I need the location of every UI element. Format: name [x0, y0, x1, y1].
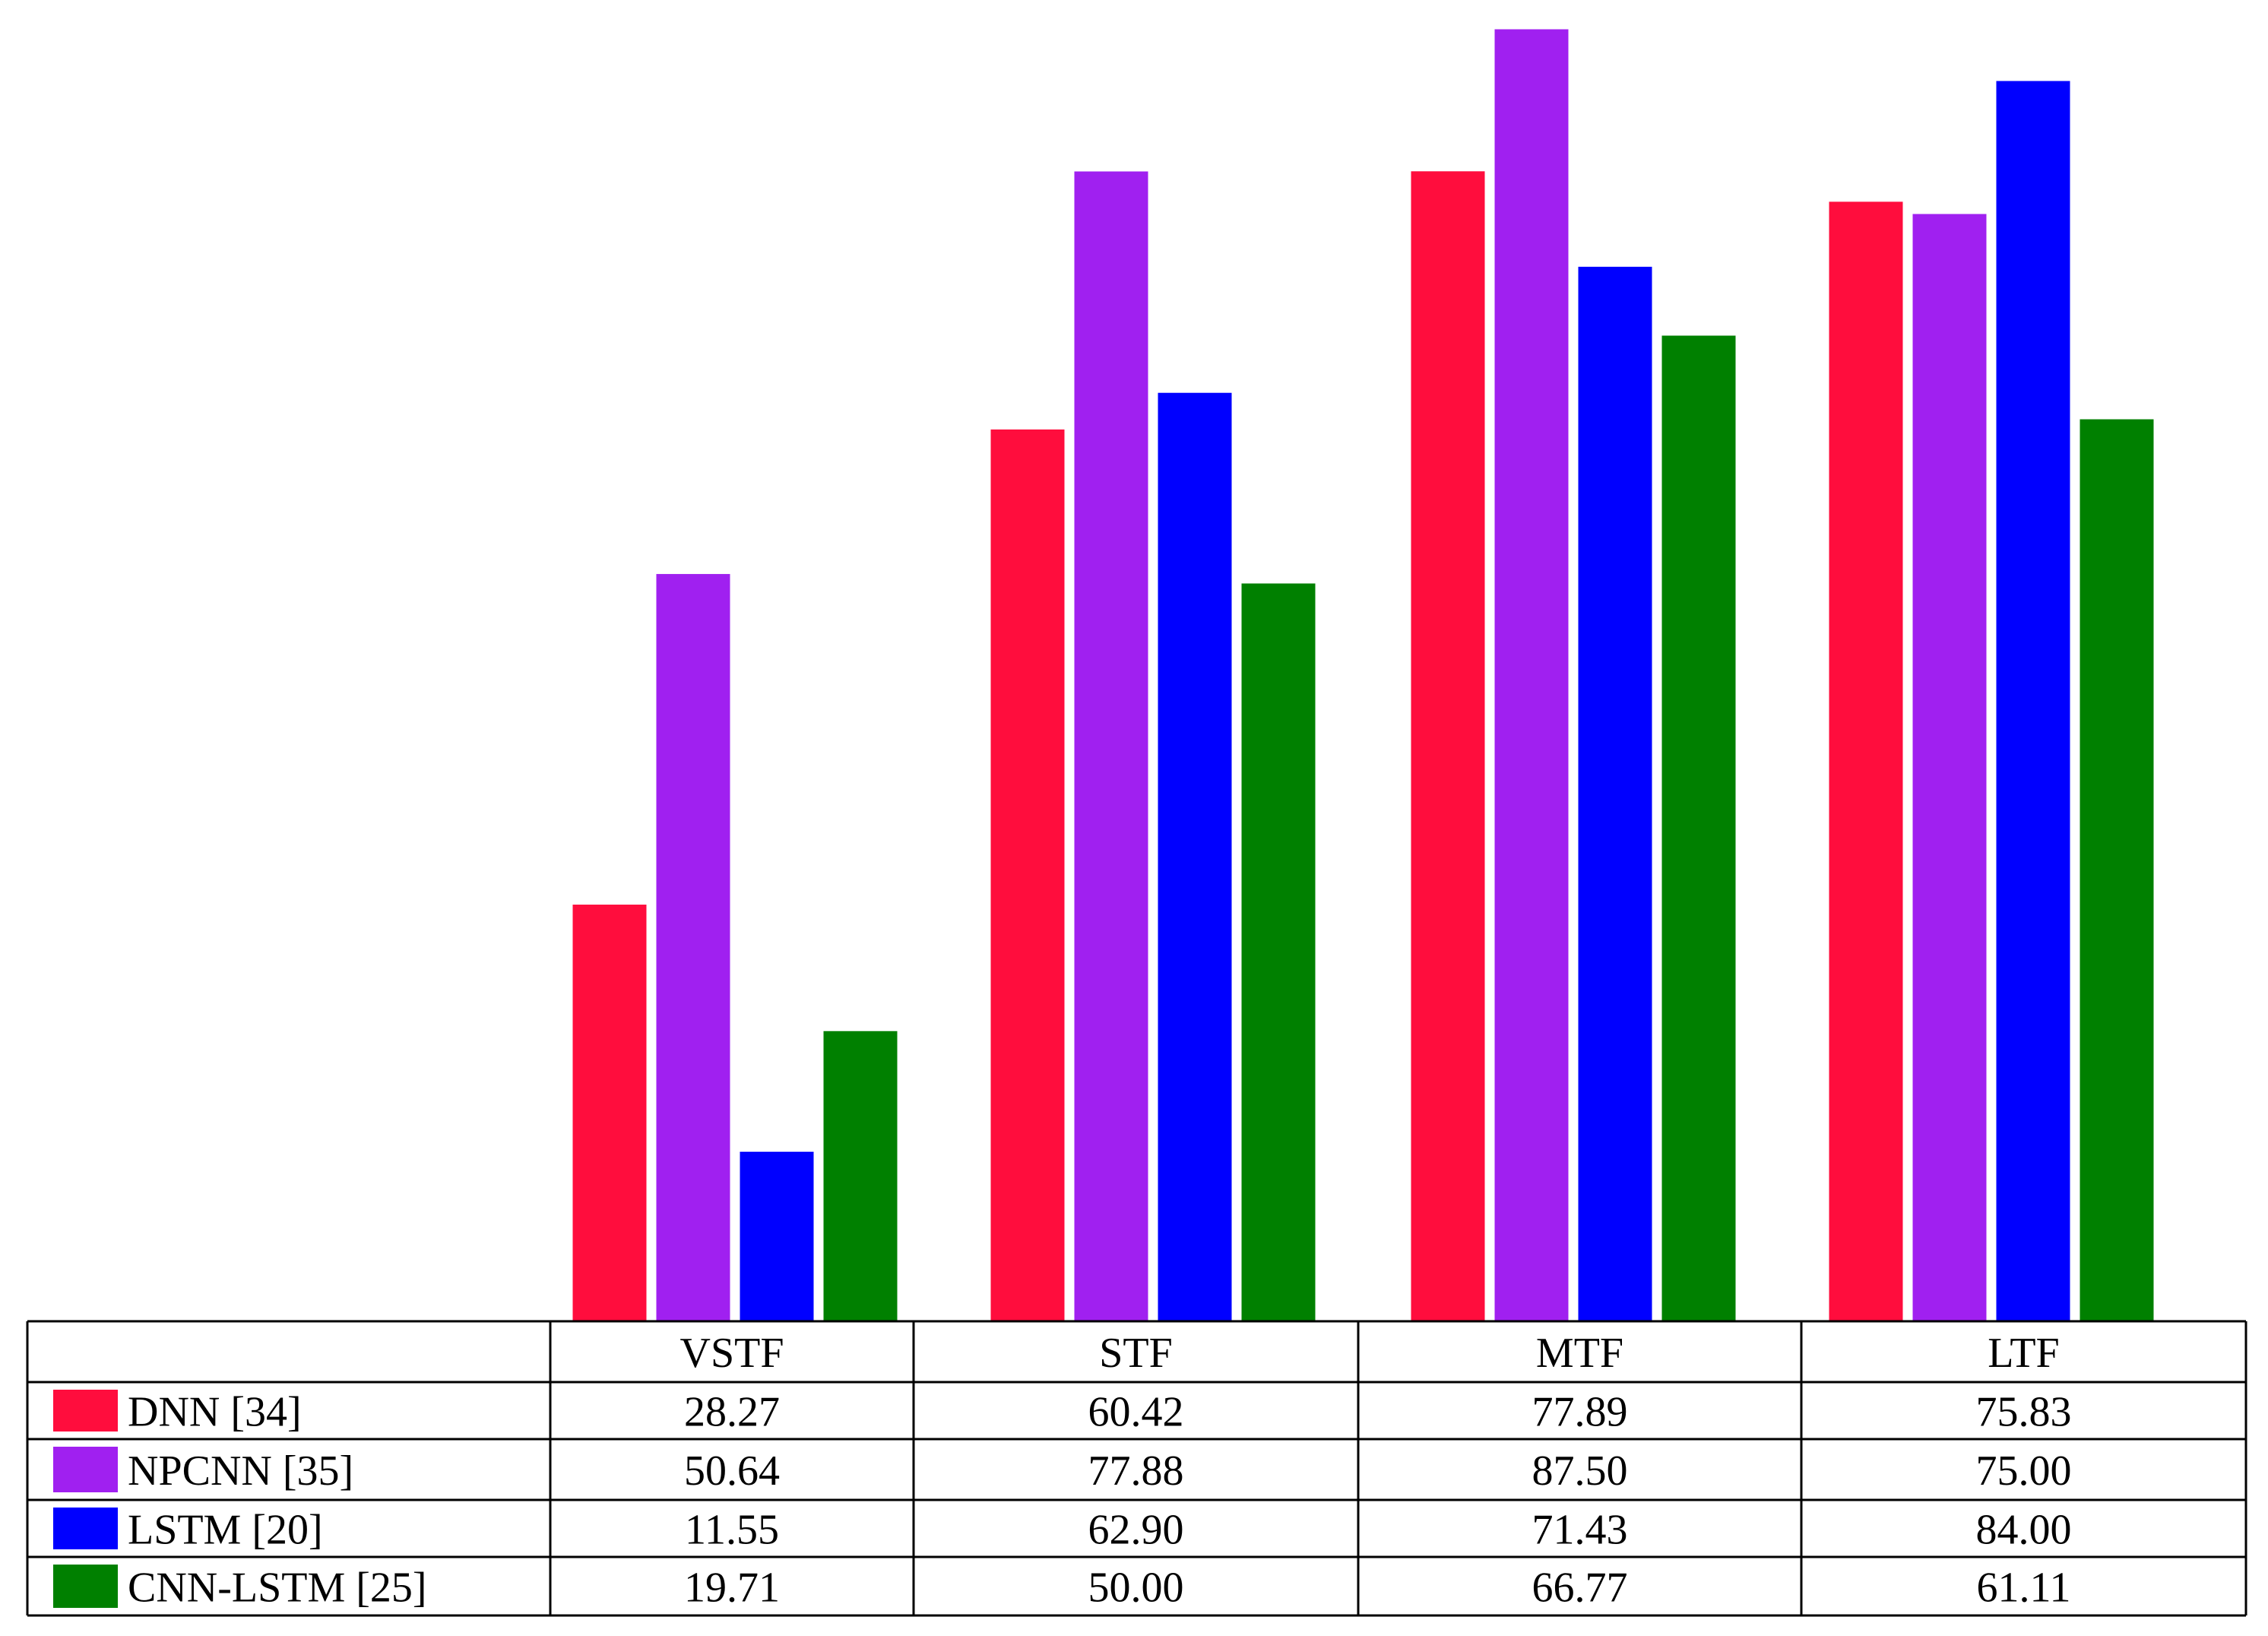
- data-label-dnn-34-stf: 60.42: [1088, 1389, 1184, 1436]
- bar-npcnn-35-stf: [1072, 169, 1151, 1323]
- data-label-cnn-lstm-25-stf: 50.00: [1088, 1565, 1184, 1612]
- data-label-lstm-20-stf: 62.90: [1088, 1507, 1184, 1554]
- bar-npcnn-35-vstf: [654, 572, 733, 1323]
- tick-label-ltf: LTF: [1988, 1330, 2059, 1377]
- bar-lstm-20-mtf: [1576, 264, 1655, 1323]
- data-label-cnn-lstm-25-vstf: 19.71: [684, 1565, 780, 1612]
- bars-group: [570, 27, 2156, 1323]
- data-label-npcnn-35-vstf: 50.64: [684, 1447, 780, 1495]
- bar-lstm-20-vstf: [737, 1149, 816, 1323]
- legend-swatch-npcnn-35: [53, 1447, 118, 1492]
- bar-lstm-20-stf: [1155, 390, 1234, 1323]
- data-table: VSTF STF MTF LTF DNN [34] 28.27 60.42 77.89 75.8…: [26, 1320, 2247, 1617]
- legend-label-cnn-lstm-25: CNN-LSTM [25]: [128, 1565, 427, 1612]
- data-label-dnn-34-mtf: 77.89: [1532, 1389, 1628, 1436]
- bar-lstm-20-ltf: [1994, 78, 2073, 1323]
- data-label-lstm-20-vstf: 11.55: [685, 1507, 779, 1554]
- legend-swatch-lstm-20: [53, 1508, 118, 1549]
- bar-cnn-lstm-25-stf: [1239, 581, 1318, 1323]
- data-label-cnn-lstm-25-ltf: 61.11: [1977, 1565, 2071, 1612]
- data-label-npcnn-35-mtf: 87.50: [1532, 1447, 1628, 1495]
- bar-dnn-34-stf: [988, 426, 1067, 1323]
- data-label-lstm-20-mtf: 71.43: [1532, 1507, 1628, 1554]
- bar-cnn-lstm-25-ltf: [2077, 417, 2156, 1323]
- legend-label-lstm-20: LSTM [20]: [128, 1507, 323, 1554]
- bar-cnn-lstm-25-mtf: [1659, 333, 1738, 1323]
- data-label-cnn-lstm-25-mtf: 66.77: [1532, 1565, 1628, 1612]
- legend-swatch-dnn-34: [53, 1390, 118, 1432]
- legend-swatch-cnn-lstm-25: [53, 1565, 118, 1608]
- tick-label-mtf: MTF: [1536, 1330, 1623, 1377]
- bar-npcnn-35-mtf: [1492, 27, 1571, 1323]
- legend-label-npcnn-35: NPCNN [35]: [128, 1447, 353, 1495]
- bar-dnn-34-ltf: [1826, 199, 1905, 1323]
- legend-label-dnn-34: DNN [34]: [128, 1389, 302, 1436]
- data-label-npcnn-35-stf: 77.88: [1088, 1447, 1184, 1495]
- data-label-dnn-34-vstf: 28.27: [684, 1389, 780, 1436]
- data-label-npcnn-35-ltf: 75.00: [1976, 1447, 2072, 1495]
- tick-label-vstf: VSTF: [680, 1330, 784, 1377]
- bar-npcnn-35-ltf: [1910, 211, 1989, 1323]
- data-label-dnn-34-ltf: 75.83: [1976, 1389, 2072, 1436]
- data-label-lstm-20-ltf: 84.00: [1976, 1507, 2072, 1554]
- bar-cnn-lstm-25-vstf: [821, 1029, 900, 1323]
- bar-dnn-34-vstf: [570, 902, 649, 1323]
- tick-label-stf: STF: [1099, 1330, 1173, 1377]
- bar-dnn-34-mtf: [1408, 169, 1487, 1323]
